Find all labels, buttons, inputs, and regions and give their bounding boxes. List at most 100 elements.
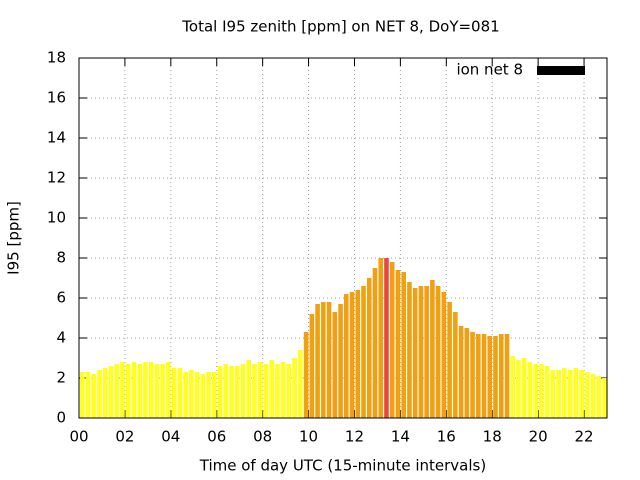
x-axis-label: Time of day UTC (15-minute intervals) [199, 457, 486, 475]
bar [137, 364, 142, 418]
y-axis-label: I95 [ppm] [5, 201, 23, 275]
bar [470, 332, 475, 418]
x-tick-label: 12 [345, 428, 364, 446]
bar [355, 290, 361, 418]
y-tick-label: 12 [47, 169, 66, 187]
bar [280, 362, 286, 418]
bar [464, 328, 470, 418]
bar [493, 336, 498, 418]
bar [114, 364, 120, 418]
bar [91, 374, 97, 418]
x-tick-label: 14 [391, 428, 410, 446]
x-tick-label: 00 [69, 428, 88, 446]
bar [516, 360, 521, 418]
bar [252, 364, 257, 418]
bar [275, 364, 280, 418]
bar [430, 280, 435, 418]
bar [579, 370, 584, 418]
bar [240, 364, 246, 418]
bar [246, 360, 252, 418]
bar [131, 362, 137, 418]
bar [585, 372, 590, 418]
bar [338, 304, 343, 418]
bar [418, 286, 424, 418]
bar [309, 314, 315, 418]
bar [366, 278, 372, 418]
bar [229, 366, 234, 418]
bar [590, 374, 596, 418]
bar [108, 366, 114, 418]
bar [407, 282, 412, 418]
bar [481, 334, 487, 418]
bar [171, 368, 177, 418]
bar [321, 302, 326, 418]
bar [166, 362, 171, 418]
bar [539, 364, 544, 418]
bar [349, 292, 355, 418]
bar [143, 362, 148, 418]
bar [200, 374, 206, 418]
bar [292, 358, 297, 418]
bar [447, 302, 452, 418]
bar [269, 360, 274, 418]
x-tick-label: 06 [207, 428, 226, 446]
bar [372, 268, 378, 418]
bar [596, 376, 602, 418]
bar [234, 366, 240, 418]
bar [602, 378, 607, 418]
bar [85, 372, 91, 418]
plot-border [78, 57, 608, 419]
bar [476, 334, 481, 418]
bar [80, 372, 85, 418]
bar [160, 364, 165, 418]
x-tick-label: 22 [574, 428, 593, 446]
bar [395, 270, 401, 418]
bar [521, 358, 527, 418]
bar [344, 294, 349, 418]
bar [303, 332, 309, 418]
bar [332, 312, 338, 418]
x-tick-label: 16 [437, 428, 456, 446]
x-tick-label: 10 [299, 428, 318, 446]
bar [424, 286, 429, 418]
bar [550, 370, 556, 418]
y-tick-label: 4 [56, 329, 66, 347]
bar [263, 364, 269, 418]
bar [223, 364, 229, 418]
y-tick-label: 8 [56, 249, 66, 267]
y-tick-label: 10 [47, 209, 66, 227]
x-tick-label: 18 [483, 428, 502, 446]
bar [567, 370, 573, 418]
bar [401, 272, 406, 418]
bar [120, 362, 125, 418]
bar [217, 366, 223, 418]
x-tick-label: 08 [253, 428, 272, 446]
bar [257, 362, 263, 418]
bar [315, 304, 320, 418]
bar [212, 372, 217, 418]
y-tick-label: 16 [47, 89, 66, 107]
y-tick-label: 6 [56, 289, 66, 307]
bar [504, 334, 510, 418]
bar [286, 364, 292, 418]
bar [556, 370, 561, 418]
bar [498, 334, 504, 418]
bar [97, 370, 102, 418]
bar [148, 362, 154, 418]
x-tick-label: 02 [115, 428, 134, 446]
bar [562, 368, 567, 418]
x-tick-label: 04 [161, 428, 180, 446]
bar [527, 362, 533, 418]
y-tick-label: 18 [47, 49, 66, 67]
bar [125, 364, 131, 418]
y-tick-label: 0 [56, 409, 66, 427]
bar [298, 350, 303, 418]
bar [154, 364, 160, 418]
bar [573, 368, 579, 418]
bar [458, 326, 464, 418]
bar [189, 370, 194, 418]
bar [183, 372, 188, 418]
bar [412, 288, 418, 418]
bar [389, 262, 395, 418]
